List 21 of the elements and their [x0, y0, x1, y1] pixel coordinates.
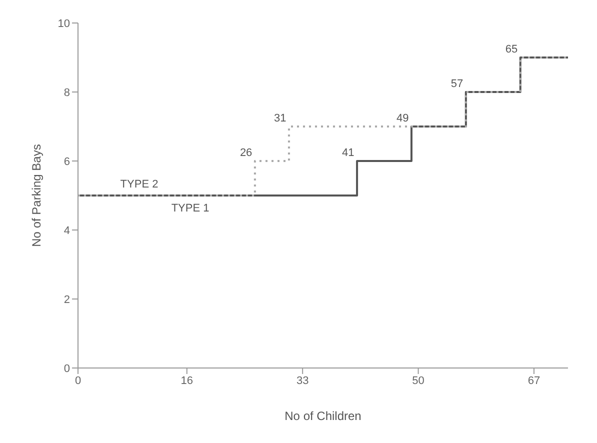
- x-tick-label: 16: [180, 374, 194, 387]
- annotation: 65: [505, 43, 518, 56]
- annotation: 31: [274, 112, 286, 124]
- y-tick-label: 6: [64, 156, 70, 168]
- annotation: 41: [342, 146, 354, 159]
- series-label: TYPE 2: [120, 178, 158, 190]
- annotation: 57: [450, 78, 464, 90]
- y-tick-label: 0: [64, 362, 70, 375]
- y-axis-title: No of Parking Bays: [29, 144, 44, 247]
- annotation: 49: [396, 112, 409, 124]
- y-tick-label: 8: [64, 86, 70, 99]
- y-tick-label: 2: [64, 294, 70, 306]
- x-axis-title: No of Children: [284, 409, 362, 423]
- y-tick-label: 10: [58, 18, 70, 30]
- annotation: 26: [240, 146, 252, 159]
- x-tick-label: 0: [74, 374, 82, 387]
- x-tick-label: 33: [296, 374, 309, 387]
- x-tick-label: 67: [528, 374, 540, 387]
- y-tick-label: 4: [64, 224, 70, 237]
- x-tick-label: 50: [412, 374, 424, 387]
- series-label: TYPE 1: [171, 202, 210, 214]
